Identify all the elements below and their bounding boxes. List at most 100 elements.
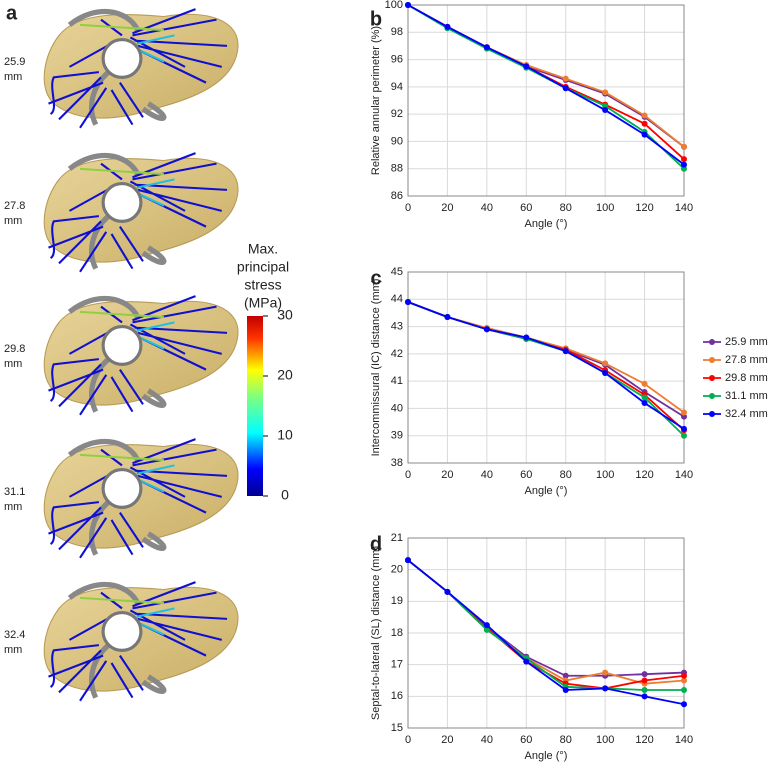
colorbar-tick-label: 30 <box>277 307 293 323</box>
panel-label: b <box>370 8 382 30</box>
model-label: 29.8 <box>4 343 25 355</box>
data-point <box>681 687 687 693</box>
legend-label: 31.1 mm <box>725 390 768 402</box>
data-point <box>405 299 411 306</box>
y-tick-label: 90 <box>391 135 403 147</box>
x-tick-label: 60 <box>520 202 532 214</box>
x-tick-label: 0 <box>405 469 411 481</box>
y-tick-label: 38 <box>391 457 403 469</box>
data-point <box>602 89 609 96</box>
colorbar-title: principal <box>237 259 289 275</box>
data-point <box>641 394 648 401</box>
y-tick-label: 44 <box>391 293 403 305</box>
x-tick-label: 120 <box>635 734 653 746</box>
data-point <box>641 399 648 406</box>
x-tick-label: 100 <box>596 202 614 214</box>
series-line <box>407 4 685 166</box>
plot-frame <box>407 4 685 197</box>
model-label: mm <box>4 215 22 227</box>
model-label: mm <box>4 358 22 370</box>
data-point <box>405 2 411 8</box>
data-point <box>681 432 687 439</box>
data-point <box>681 161 687 168</box>
series-line <box>407 559 684 691</box>
data-point <box>562 687 569 693</box>
colorbar-title: stress <box>244 277 281 293</box>
x-tick-label: 20 <box>441 734 453 746</box>
y-tick-label: 21 <box>391 532 403 544</box>
y-tick-label: 40 <box>391 402 403 414</box>
data-point <box>681 677 687 684</box>
y-tick-label: 16 <box>391 690 403 702</box>
series-line <box>407 559 685 677</box>
y-tick-label: 20 <box>391 564 403 576</box>
x-tick-label: 40 <box>481 202 493 214</box>
x-axis-title: Angle (°) <box>525 750 568 762</box>
data-point <box>562 672 569 679</box>
model-render <box>44 9 238 128</box>
y-axis-title: Relative annular perimeter (%) <box>370 26 382 175</box>
y-tick-label: 41 <box>391 375 403 387</box>
legend-label: 27.8 mm <box>725 354 768 366</box>
model-render <box>44 296 238 415</box>
data-point <box>681 425 687 432</box>
data-point <box>602 360 609 367</box>
legend-marker <box>709 375 715 381</box>
model-render <box>44 439 238 558</box>
x-tick-label: 80 <box>560 734 572 746</box>
data-point <box>483 622 490 629</box>
y-tick-label: 18 <box>391 627 403 639</box>
data-point <box>641 131 648 138</box>
y-tick-label: 43 <box>391 320 403 332</box>
x-tick-label: 100 <box>596 734 614 746</box>
data-point <box>641 693 648 700</box>
x-tick-label: 60 <box>520 734 532 746</box>
data-point <box>641 380 648 387</box>
model-render <box>44 582 238 701</box>
y-tick-label: 42 <box>391 348 403 360</box>
data-point <box>602 107 609 114</box>
x-tick-label: 40 <box>481 469 493 481</box>
model-render <box>44 153 238 272</box>
x-axis-title: Angle (°) <box>525 485 568 497</box>
data-point <box>523 63 530 70</box>
model-label: 27.8 <box>4 200 25 212</box>
model-label: mm <box>4 644 22 656</box>
data-point <box>681 156 687 163</box>
data-point <box>405 557 411 564</box>
data-point <box>483 326 490 333</box>
model-label: 31.1 <box>4 486 25 498</box>
panel-label: a <box>6 2 18 24</box>
y-axis-title: Intercommissural (IC) distance (mm) <box>370 279 382 457</box>
y-tick-label: 100 <box>385 0 403 11</box>
data-point <box>681 143 687 150</box>
data-point <box>641 677 648 684</box>
legend-marker <box>709 339 715 345</box>
x-tick-label: 80 <box>560 469 572 481</box>
data-point <box>641 671 648 678</box>
colorbar-title: Max. <box>248 241 278 257</box>
series-line <box>407 301 685 431</box>
x-tick-label: 60 <box>520 469 532 481</box>
x-tick-label: 20 <box>441 469 453 481</box>
y-tick-label: 39 <box>391 430 403 442</box>
data-point <box>444 23 451 30</box>
y-tick-label: 92 <box>391 108 403 120</box>
data-point <box>523 658 530 665</box>
panel-label: c <box>370 267 381 289</box>
data-point <box>523 334 530 341</box>
plot-frame <box>407 537 685 729</box>
plot-frame <box>407 271 685 464</box>
y-tick-label: 45 <box>391 266 403 278</box>
x-tick-label: 0 <box>405 734 411 746</box>
y-tick-label: 15 <box>391 722 403 734</box>
y-tick-label: 94 <box>391 81 403 93</box>
legend-label: 29.8 mm <box>725 372 768 384</box>
y-tick-label: 17 <box>391 659 403 671</box>
data-point <box>681 701 687 708</box>
legend-marker <box>709 393 715 399</box>
x-tick-label: 100 <box>596 469 614 481</box>
model-label: mm <box>4 71 22 83</box>
x-tick-label: 80 <box>560 202 572 214</box>
